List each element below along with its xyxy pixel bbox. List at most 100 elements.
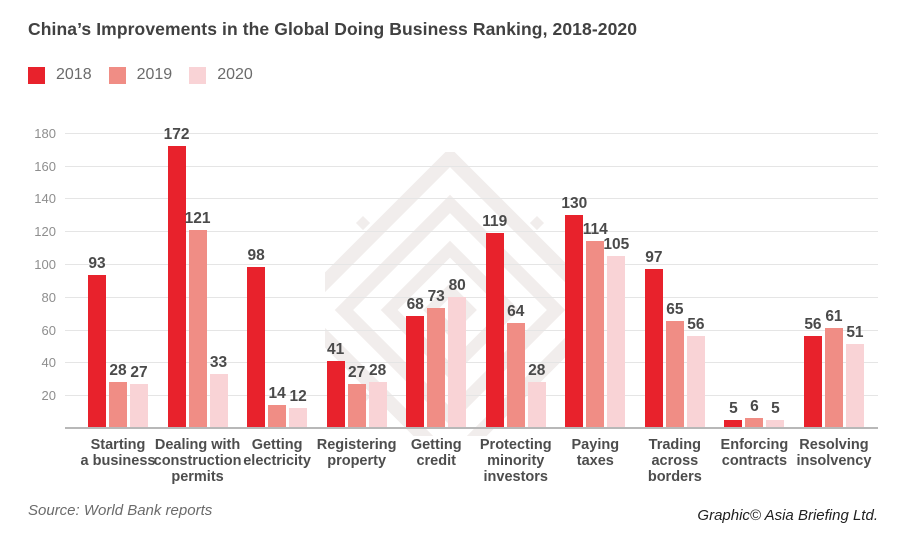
bar — [665, 321, 684, 428]
bar-value-label: 28 — [528, 362, 546, 380]
bar — [766, 419, 785, 428]
bar-value-label: 56 — [804, 316, 822, 334]
bar — [209, 373, 228, 428]
bar-value-label: 56 — [687, 316, 705, 334]
bar-value-label: 80 — [448, 276, 466, 294]
x-axis-baseline — [65, 427, 878, 429]
legend-swatch-icon — [28, 66, 45, 84]
bar-value-label: 73 — [427, 288, 445, 306]
legend-label: 2018 — [56, 66, 92, 83]
legend-label: 2020 — [217, 66, 253, 83]
bar — [427, 308, 446, 428]
bar — [845, 344, 864, 428]
y-tick-label: 160 — [34, 158, 56, 174]
category-label: Resolving insolvency — [796, 437, 872, 469]
plot-area: 20 40 60 80 100 120 140 160 180 93 28 27 Starting a … — [34, 120, 878, 485]
bar-value-label: 5 — [729, 399, 738, 417]
legend-swatch-icon — [108, 66, 126, 84]
category-label: Registering property — [316, 437, 397, 469]
gridline — [65, 362, 878, 364]
category-label: Trading across borders — [647, 437, 702, 485]
bar — [745, 418, 764, 428]
bar — [485, 232, 504, 428]
bar — [130, 383, 148, 428]
category-label: Dealing with construction permits — [153, 437, 242, 485]
bar-value-label: 93 — [88, 255, 106, 273]
bar — [167, 145, 186, 428]
bar-group: 56 61 51 — [803, 120, 864, 428]
bar-value-label: 27 — [130, 363, 148, 381]
bar — [644, 268, 663, 428]
legend-label: 2019 — [136, 66, 173, 83]
legend-item-2019: 2019 — [108, 66, 173, 84]
bar-group: 93 28 27 — [88, 120, 148, 428]
bar — [607, 255, 626, 428]
bar — [88, 275, 106, 428]
category-label: Starting a business — [80, 437, 156, 469]
legend: 2018 2019 2020 — [28, 66, 253, 84]
bar-value-label: 28 — [369, 362, 387, 380]
source-note: Source: World Bank reports — [28, 502, 213, 519]
bar-value-label: 5 — [771, 399, 780, 417]
gridline — [65, 132, 878, 134]
bar — [824, 327, 843, 428]
bar-value-label: 14 — [268, 385, 286, 403]
bar-value-label: 51 — [846, 324, 864, 342]
legend-item-2018: 2018 — [28, 66, 92, 84]
bar-value-label: 105 — [603, 235, 630, 253]
bar — [109, 382, 127, 428]
credit-note: Graphic© Asia Briefing Ltd. — [697, 507, 878, 524]
bar — [347, 383, 366, 428]
category-label: Enforcing contracts — [720, 437, 789, 469]
bar-value-label: 98 — [247, 247, 265, 265]
bar — [506, 323, 525, 428]
gridline — [65, 165, 878, 167]
gridline — [65, 296, 878, 298]
bar-group: 97 65 56 — [644, 120, 705, 428]
bar — [406, 316, 425, 428]
bar-value-label: 6 — [750, 398, 759, 416]
bar-group: 68 73 80 — [406, 120, 467, 428]
bar — [724, 419, 743, 428]
gridline — [65, 395, 878, 397]
bar-group: 98 14 12 — [247, 120, 308, 428]
bar-group: 130 114 105 — [561, 120, 629, 428]
legend-item-2020: 2020 — [189, 66, 253, 84]
category-label: Protecting minority investors — [479, 437, 552, 485]
bar-value-label: 33 — [209, 353, 228, 371]
category-label: Paying taxes — [571, 437, 620, 469]
bar-value-label: 97 — [645, 248, 663, 266]
bar — [289, 408, 308, 428]
bar-value-label: 28 — [109, 362, 127, 380]
bar-value-label: 61 — [825, 307, 843, 325]
bar-value-label: 172 — [163, 125, 190, 143]
bar-group: 172 121 33 — [164, 120, 228, 428]
bar-value-label: 12 — [289, 388, 307, 406]
bar — [247, 267, 266, 428]
y-tick-label: 80 — [41, 289, 56, 305]
y-tick-label: 120 — [34, 224, 56, 240]
y-tick-label: 60 — [41, 322, 56, 338]
bar-value-label: 65 — [666, 301, 684, 319]
bar — [268, 405, 287, 428]
y-tick-label: 40 — [41, 355, 56, 371]
bar-value-label: 121 — [184, 209, 211, 227]
bar-group: 119 64 28 — [482, 120, 546, 428]
bar-value-label: 114 — [582, 221, 608, 239]
y-tick-label: 100 — [34, 257, 56, 272]
bar-value-label: 41 — [327, 340, 345, 358]
bar — [188, 229, 207, 428]
gridline — [65, 198, 878, 200]
bar-group: 41 27 28 — [326, 120, 387, 428]
bar — [368, 382, 387, 428]
bar — [586, 241, 605, 428]
bar — [527, 382, 546, 428]
bar — [326, 360, 345, 428]
gridline — [65, 329, 878, 331]
bar-value-label: 119 — [482, 212, 508, 230]
bar-value-label: 64 — [507, 303, 525, 321]
bar-value-label: 27 — [348, 363, 366, 381]
category-label: Getting credit — [410, 437, 462, 469]
